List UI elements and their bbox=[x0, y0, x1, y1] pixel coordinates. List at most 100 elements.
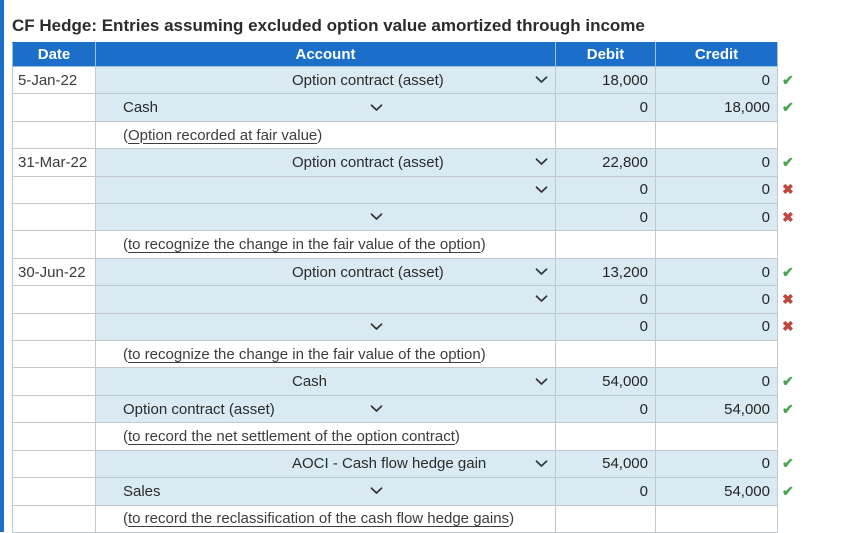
header-cell-date: Date bbox=[12, 42, 96, 67]
credit-value-cell[interactable]: 0 bbox=[655, 312, 778, 342]
status-cell: ✖ bbox=[778, 286, 804, 313]
status-cell: ✔ bbox=[778, 368, 804, 395]
debit-value-cell[interactable]: 22,800 bbox=[555, 148, 656, 177]
entry-note: (to recognize the change in the fair val… bbox=[123, 345, 486, 363]
account-cell bbox=[95, 285, 556, 314]
account-select[interactable]: Option contract (asset) bbox=[287, 68, 555, 93]
date-cell bbox=[12, 93, 96, 122]
chevron-down-icon bbox=[370, 323, 383, 331]
account-select[interactable]: Option contract (asset) bbox=[287, 259, 555, 284]
debit-value-cell[interactable]: 18,000 bbox=[555, 65, 656, 95]
incorrect-x-icon: ✖ bbox=[782, 181, 794, 198]
account-select[interactable]: Option contract (asset) bbox=[118, 396, 390, 421]
status-cell bbox=[777, 340, 804, 368]
debit-value-cell[interactable]: 0 bbox=[555, 203, 656, 232]
account-cell: Option contract (asset) bbox=[95, 257, 556, 287]
correct-check-icon: ✔ bbox=[782, 99, 794, 116]
account-cell: (Option recorded at fair value) bbox=[95, 120, 556, 150]
debit-value-cell[interactable]: 0 bbox=[555, 285, 656, 314]
status-cell: ✔ bbox=[778, 395, 804, 422]
debit-value-cell[interactable]: 0 bbox=[555, 93, 656, 122]
credit-value-cell[interactable]: 54,000 bbox=[655, 477, 778, 506]
account-select[interactable]: Option contract (asset) bbox=[287, 150, 555, 175]
journal-entry-row: 5-Jan-22 Option contract (asset) 18,000 0 ✔ bbox=[12, 65, 804, 95]
header-row: Date Account Debit Credit bbox=[12, 42, 804, 67]
account-select[interactable]: Sales bbox=[118, 479, 390, 504]
account-select[interactable]: AOCI - Cash flow hedge gain bbox=[287, 451, 555, 476]
status-cell: ✖ bbox=[778, 204, 804, 231]
incorrect-x-icon: ✖ bbox=[782, 290, 794, 307]
debit-value-cell[interactable]: 0 bbox=[555, 175, 656, 205]
date-cell bbox=[12, 477, 96, 506]
date-cell: 30-Jun-22 bbox=[12, 257, 96, 287]
journal-entry-row: 0 0 ✖ bbox=[12, 285, 804, 314]
credit-value-cell bbox=[655, 340, 778, 369]
date-cell bbox=[12, 120, 96, 150]
account-select[interactable] bbox=[287, 177, 555, 202]
date-cell bbox=[12, 203, 96, 232]
correct-check-icon: ✔ bbox=[782, 482, 794, 499]
account-cell bbox=[95, 312, 556, 342]
account-cell: (to record the reclassification of the c… bbox=[95, 504, 556, 533]
status-cell: ✔ bbox=[778, 94, 804, 121]
credit-value-cell[interactable]: 0 bbox=[655, 148, 778, 177]
credit-value-cell[interactable]: 0 bbox=[655, 449, 778, 479]
correct-check-icon: ✔ bbox=[782, 455, 794, 472]
status-cell: ✖ bbox=[778, 313, 804, 340]
journal-entry-row: 30-Jun-22 Option contract (asset) 13,200 0 ✔ bbox=[12, 257, 804, 287]
credit-value-cell[interactable]: 18,000 bbox=[655, 93, 778, 122]
account-select[interactable]: Cash bbox=[287, 369, 555, 394]
debit-value-cell[interactable]: 54,000 bbox=[555, 367, 656, 396]
chevron-down-icon bbox=[370, 103, 383, 112]
entry-note: (Option recorded at fair value) bbox=[123, 126, 323, 144]
status-cell: ✔ bbox=[778, 67, 804, 94]
table-header: Date Account Debit Credit bbox=[12, 42, 804, 67]
journal-entry-row: Option contract (asset) 0 54,000 ✔ bbox=[12, 394, 804, 424]
debit-value-cell[interactable]: 13,200 bbox=[555, 257, 656, 287]
debit-value-cell[interactable]: 0 bbox=[555, 394, 656, 424]
account-select-value: Cash bbox=[123, 99, 159, 117]
account-select[interactable]: Cash bbox=[118, 95, 390, 120]
credit-value-cell[interactable]: 0 bbox=[655, 285, 778, 314]
journal-entry-row: Cash 0 18,000 ✔ bbox=[12, 93, 804, 122]
entry-note: (to recognize the change in the fair val… bbox=[123, 236, 486, 254]
credit-value-cell[interactable]: 0 bbox=[655, 175, 778, 205]
debit-value-cell[interactable]: 0 bbox=[555, 312, 656, 342]
entry-note-row: (to record the reclassification of the c… bbox=[12, 504, 804, 533]
debit-value-cell[interactable]: 54,000 bbox=[555, 449, 656, 479]
debit-value-cell bbox=[555, 230, 656, 259]
correct-check-icon: ✔ bbox=[782, 263, 794, 280]
status-cell: ✔ bbox=[778, 450, 804, 477]
account-select[interactable] bbox=[287, 287, 555, 312]
debit-value-cell[interactable]: 0 bbox=[555, 477, 656, 506]
credit-value-cell[interactable]: 0 bbox=[655, 367, 778, 396]
credit-value-cell[interactable]: 0 bbox=[655, 65, 778, 95]
account-cell bbox=[95, 175, 556, 205]
account-cell: Cash bbox=[95, 93, 556, 122]
incorrect-x-icon: ✖ bbox=[782, 318, 794, 335]
status-cell: ✔ bbox=[778, 149, 804, 176]
date-cell bbox=[12, 312, 96, 342]
debit-value-cell bbox=[555, 504, 656, 533]
chevron-down-icon bbox=[535, 158, 548, 166]
date-cell bbox=[12, 175, 96, 205]
chevron-down-icon bbox=[535, 186, 548, 194]
entry-note-row: (to record the net settlement of the opt… bbox=[12, 422, 804, 451]
entry-note: (to record the net settlement of the opt… bbox=[123, 427, 460, 445]
account-select-value: AOCI - Cash flow hedge gain bbox=[292, 455, 487, 473]
status-cell: ✔ bbox=[778, 258, 804, 285]
date-cell bbox=[12, 340, 96, 369]
account-select[interactable] bbox=[118, 314, 390, 339]
credit-value-cell[interactable]: 0 bbox=[655, 257, 778, 287]
date-cell bbox=[12, 422, 96, 451]
account-select[interactable] bbox=[118, 205, 390, 230]
credit-value-cell[interactable]: 0 bbox=[655, 203, 778, 232]
credit-value-cell bbox=[655, 120, 778, 150]
credit-value-cell[interactable]: 54,000 bbox=[655, 394, 778, 424]
journal-table-container: Date Account Debit Credit 5-Jan-22 Option co… bbox=[12, 42, 804, 533]
journal-entry-row: 0 0 ✖ bbox=[12, 203, 804, 232]
account-cell: Option contract (asset) bbox=[95, 394, 556, 424]
entry-note-row: (Option recorded at fair value) bbox=[12, 120, 804, 150]
date-cell bbox=[12, 367, 96, 396]
header-cell-status-spacer bbox=[778, 43, 804, 67]
